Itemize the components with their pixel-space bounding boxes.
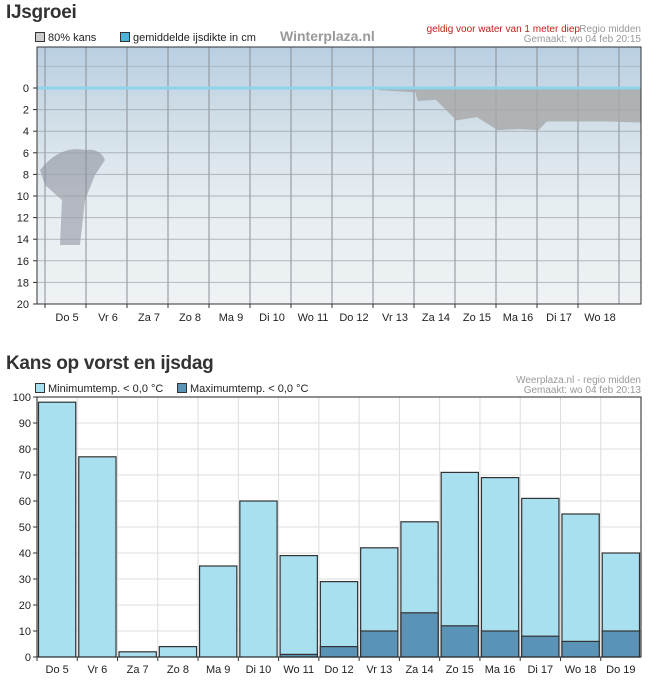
y-tick-label: 6 <box>23 148 29 160</box>
x-tick-label: Do 12 <box>339 312 368 324</box>
x-tick-label: Di 10 <box>259 312 285 324</box>
y-tick-label: 16 <box>17 256 29 268</box>
x-tick-label: Vr 13 <box>382 312 408 324</box>
y-tick-label: 60 <box>19 496 31 508</box>
bar-min <box>118 651 157 658</box>
bar-min <box>78 456 117 658</box>
x-tick-label: Do 12 <box>324 664 353 676</box>
validity-note: geldig voor water van 1 meter diep <box>426 24 580 35</box>
y-tick-label: 0 <box>23 83 29 95</box>
made-timestamp: Gemaakt: wo 04 feb 20:13 <box>523 385 641 396</box>
x-tick-label: Ma 16 <box>503 312 534 324</box>
legend-max[interactable]: Maximumtemp. < 0,0 °C <box>177 383 308 395</box>
x-tick-label: Do 5 <box>55 312 78 324</box>
legend-label: Minimumtemp. < 0,0 °C <box>48 383 164 395</box>
bar-min <box>561 513 600 658</box>
x-tick-label: Do 5 <box>46 664 69 676</box>
x-tick-label: Wo 11 <box>283 664 314 676</box>
x-tick-label: Za 14 <box>405 664 433 676</box>
watermark: Winterplaza.nl <box>280 28 375 44</box>
bar-min <box>279 554 318 658</box>
x-tick-label: Ma 9 <box>219 312 243 324</box>
made-timestamp: Gemaakt: wo 04 feb 20:15 <box>523 34 641 45</box>
y-tick-label: 30 <box>19 574 31 586</box>
bar-max <box>601 630 641 658</box>
x-tick-label: Za 7 <box>138 312 160 324</box>
legend-80-kans[interactable]: 80% kans <box>35 32 96 44</box>
x-tick-label: Zo 8 <box>179 312 201 324</box>
legend-label: Maximumtemp. < 0,0 °C <box>190 383 309 395</box>
x-tick-label: Wo 18 <box>565 664 597 676</box>
x-tick-label: Vr 6 <box>88 664 108 676</box>
y-tick-label: 14 <box>17 234 29 246</box>
skater-figure-icon <box>40 149 105 245</box>
y-tick-label: 4 <box>23 126 29 138</box>
x-tick-label: Za 7 <box>127 664 149 676</box>
x-tick-label: Wo 18 <box>584 312 616 324</box>
y-tick-label: 70 <box>19 470 31 482</box>
x-tick-label: Zo 8 <box>167 664 189 676</box>
x-tick-label: Wo 11 <box>298 312 329 324</box>
frost-chart-title: Kans op vorst en ijsdag <box>6 353 214 374</box>
bar-min <box>521 497 560 658</box>
bar-max <box>561 640 600 658</box>
y-tick-label: 10 <box>19 626 31 638</box>
legend-ijsdikte[interactable]: gemiddelde ijsdikte in cm <box>120 32 256 44</box>
y-tick-label: 100 <box>13 392 31 404</box>
y-tick-label: 12 <box>17 213 29 225</box>
bar-max <box>521 635 560 658</box>
legend-swatch-icon <box>35 32 45 42</box>
ice-chart-title: IJsgroei <box>6 2 77 23</box>
bar-max <box>440 625 480 658</box>
legend-swatch-icon <box>120 32 130 42</box>
bar-min <box>239 500 278 658</box>
bar-max <box>480 630 520 658</box>
bar-max <box>360 630 399 658</box>
y-tick-label: 80 <box>19 444 31 456</box>
y-tick-label: 2 <box>23 105 29 117</box>
y-tick-label: 90 <box>19 418 31 430</box>
legend-label: gemiddelde ijsdikte in cm <box>133 32 256 44</box>
bar-min <box>198 565 238 658</box>
x-tick-label: Za 14 <box>422 312 450 324</box>
y-tick-label: 10 <box>17 191 29 203</box>
legend-label: 80% kans <box>48 32 97 44</box>
legend-swatch-icon <box>35 383 45 393</box>
y-tick-label: 8 <box>23 169 29 181</box>
legend-min[interactable]: Minimumtemp. < 0,0 °C <box>35 383 163 395</box>
bar-min <box>37 401 77 658</box>
x-tick-label: Zo 15 <box>446 664 474 676</box>
ice-plot-background <box>37 47 641 304</box>
y-tick-label: 0 <box>25 652 31 664</box>
bar-min <box>319 580 359 658</box>
y-tick-label: 50 <box>19 522 31 534</box>
y-tick-label: 20 <box>19 600 31 612</box>
x-tick-label: Di 17 <box>527 664 553 676</box>
bar-max <box>319 645 359 658</box>
x-tick-label: Vr 6 <box>98 312 118 324</box>
x-tick-label: Di 17 <box>546 312 572 324</box>
y-tick-label: 40 <box>19 548 31 560</box>
frost-plot-border <box>36 396 642 658</box>
bar-min <box>158 645 198 658</box>
y-tick-label: 18 <box>17 277 29 289</box>
legend-swatch-icon <box>177 383 187 393</box>
y-tick-label: 20 <box>17 299 29 311</box>
x-tick-label: Ma 16 <box>485 664 516 676</box>
x-tick-label: Zo 15 <box>463 312 491 324</box>
bar-min <box>480 477 520 658</box>
x-tick-label: Di 10 <box>246 664 272 676</box>
series-80-kans-area <box>378 88 641 131</box>
x-tick-label: Ma 9 <box>206 664 230 676</box>
source-label: Weerplaza.nl - regio midden <box>516 375 641 386</box>
ice-plot-border <box>36 46 642 305</box>
region-label: Regio midden <box>579 24 641 35</box>
bar-max <box>400 612 439 658</box>
x-tick-label: Vr 13 <box>366 664 392 676</box>
x-tick-label: Do 19 <box>606 664 635 676</box>
